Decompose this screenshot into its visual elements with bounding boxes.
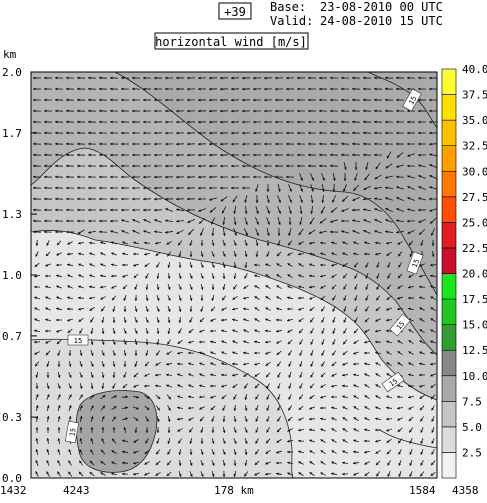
- colorbar-swatch: [442, 248, 456, 274]
- colorbar-swatch: [442, 427, 456, 453]
- contour-label-text: 15: [68, 427, 77, 437]
- forecast-step: +39: [224, 5, 246, 19]
- colorbar-swatch: [442, 171, 456, 197]
- colorbar-swatch: [442, 120, 456, 146]
- colorbar-label: 17.5: [462, 293, 487, 306]
- colorbar-swatch: [442, 350, 456, 376]
- y-tick-label: 0.3: [2, 411, 22, 424]
- colorbar-label: 7.5: [462, 395, 482, 408]
- colorbar-label: 32.5: [462, 140, 487, 153]
- colorbar-label: 35.0: [462, 114, 487, 127]
- colorbar-label: 37.5: [462, 89, 487, 102]
- y-tick-label: 1.3: [2, 208, 22, 221]
- x-label-right-2: 4358: [452, 484, 479, 497]
- colorbar-swatch: [442, 299, 456, 325]
- contour-label-text: 15: [74, 337, 82, 345]
- colorbar-swatch: [442, 146, 456, 172]
- colorbar-label: 40.0: [462, 63, 487, 76]
- colorbar-label: 25.0: [462, 216, 487, 229]
- valid-label: Valid:: [270, 14, 313, 28]
- colorbar-label: 5.0: [462, 421, 482, 434]
- colorbar-swatch: [442, 325, 456, 351]
- colorbar-label: 10.0: [462, 370, 487, 383]
- colorbar-swatch: [442, 69, 456, 95]
- base-value: 23-08-2010 00 UTC: [320, 0, 443, 14]
- colorbar-label: 27.5: [462, 191, 487, 204]
- colorbar: 2.5 5.0 7.5 10.0 12.5 15.0 17.5 20.0 22.5 25.0 27.…: [442, 63, 487, 478]
- colorbar-swatch: [442, 95, 456, 121]
- colorbar-label: 30.0: [462, 165, 487, 178]
- colorbar-swatch: [442, 197, 456, 223]
- colorbar-swatch: [442, 376, 456, 402]
- colorbar-swatch: [442, 222, 456, 248]
- y-tick-label: 1.0: [2, 269, 22, 282]
- colorbar-label: 12.5: [462, 344, 487, 357]
- colorbar-label: 2.5: [462, 446, 482, 459]
- colorbar-label: 20.0: [462, 268, 487, 281]
- x-label-left-2: 4243: [63, 484, 90, 497]
- x-axis-label: 178 km: [214, 484, 254, 497]
- y-axis-unit: km: [3, 48, 17, 61]
- colorbar-label: 15.0: [462, 319, 487, 332]
- chart-title: horizontal wind [m/s]: [155, 35, 307, 49]
- x-label-right: 1584: [409, 484, 436, 497]
- colorbar-swatch: [442, 401, 456, 427]
- base-label: Base:: [270, 0, 306, 14]
- colorbar-swatch: [442, 452, 456, 478]
- contour-label: 15: [68, 335, 88, 345]
- y-tick-label: 1.7: [2, 127, 22, 140]
- colorbar-swatch: [442, 274, 456, 300]
- colorbar-label: 22.5: [462, 242, 487, 255]
- valid-value: 24-08-2010 15 UTC: [320, 14, 443, 28]
- y-tick-label: 0.7: [2, 330, 22, 343]
- x-label-left: 1432: [0, 484, 27, 497]
- y-tick-label: 2.0: [2, 66, 22, 79]
